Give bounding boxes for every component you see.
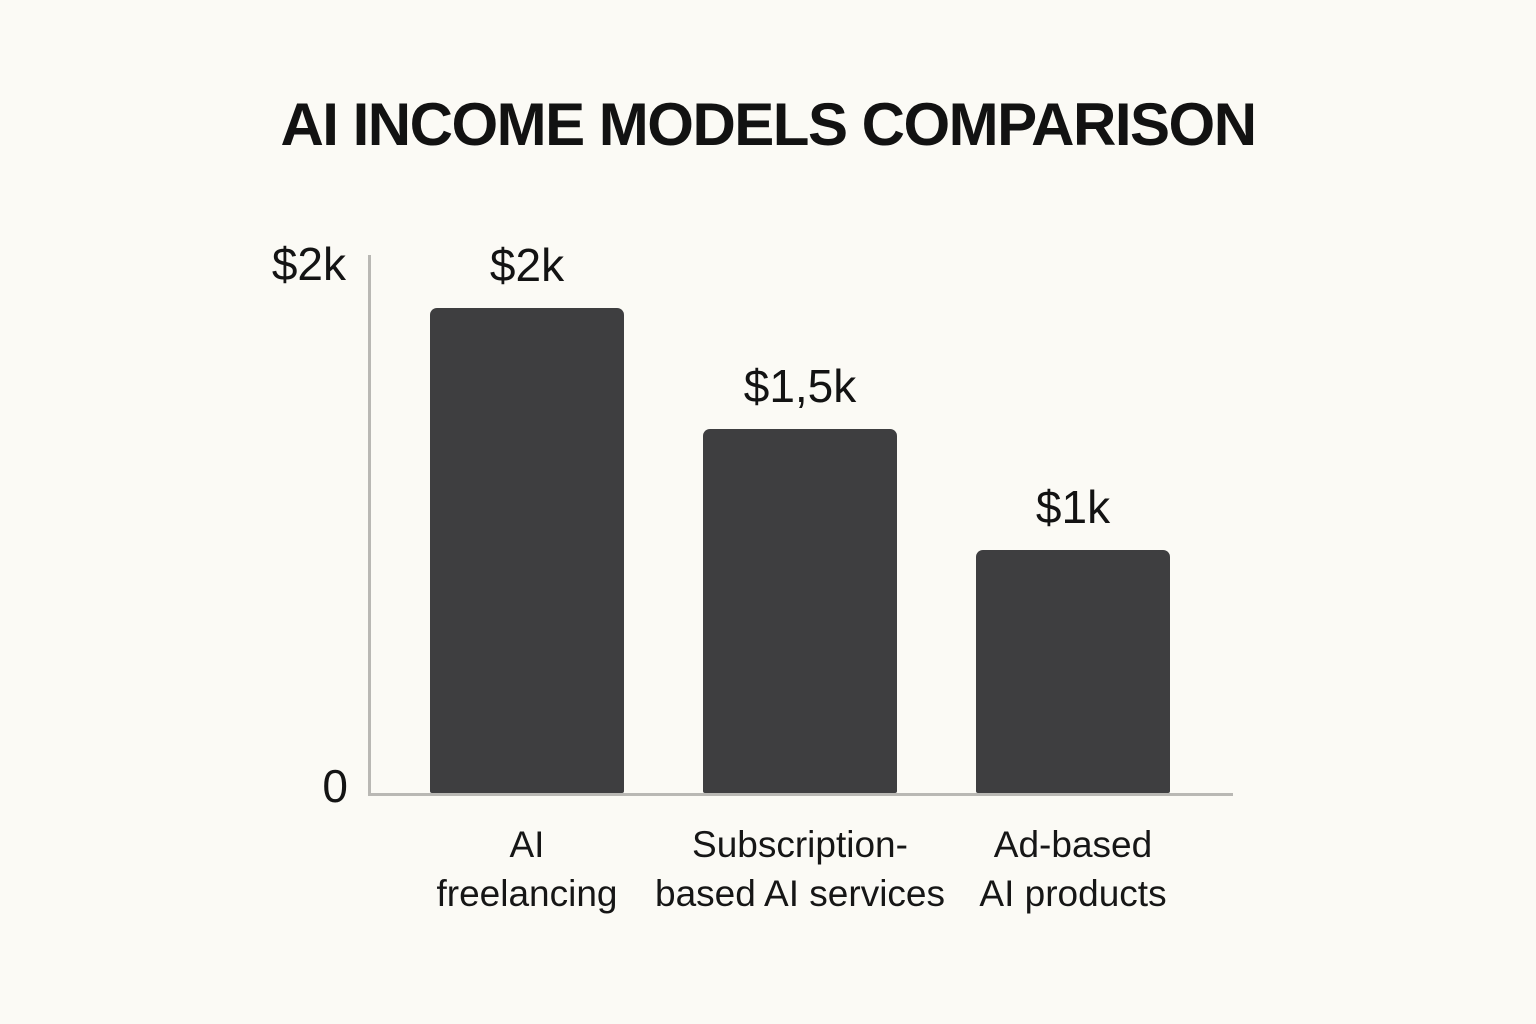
category-label: Subscription- based AI services [655,824,945,914]
bar-group: $2k [430,242,624,793]
bar-group: $1k [976,484,1170,793]
category-label: Ad-based AI products [979,824,1167,914]
bars-container: $2k $1,5k $1k [430,242,1170,793]
bar-group: $1,5k [703,363,897,793]
bar-value-label: $1k [1035,481,1111,533]
y-axis-line [368,255,371,793]
x-axis-line [368,793,1233,796]
bar [430,308,624,793]
bar [976,550,1170,793]
category-label: AI freelancing [436,824,618,914]
category-label-cell: Ad-based AI products [976,821,1170,921]
y-tick-max: $2k [271,238,346,290]
y-tick-zero: 0 [322,760,348,812]
plot-area: $2k 0 $2k $1,5k $1k AI freelancing Subscrip… [272,241,1233,914]
category-labels: AI freelancing Subscription- based AI ser… [430,821,1170,921]
bar-value-label: $2k [489,239,565,291]
category-label-cell: AI freelancing [430,821,624,921]
bar [703,429,897,793]
bar-value-label: $1,5k [743,360,857,412]
chart-title: AI INCOME MODELS COMPARISON [280,91,1257,158]
category-label-cell: Subscription- based AI services [655,821,945,921]
